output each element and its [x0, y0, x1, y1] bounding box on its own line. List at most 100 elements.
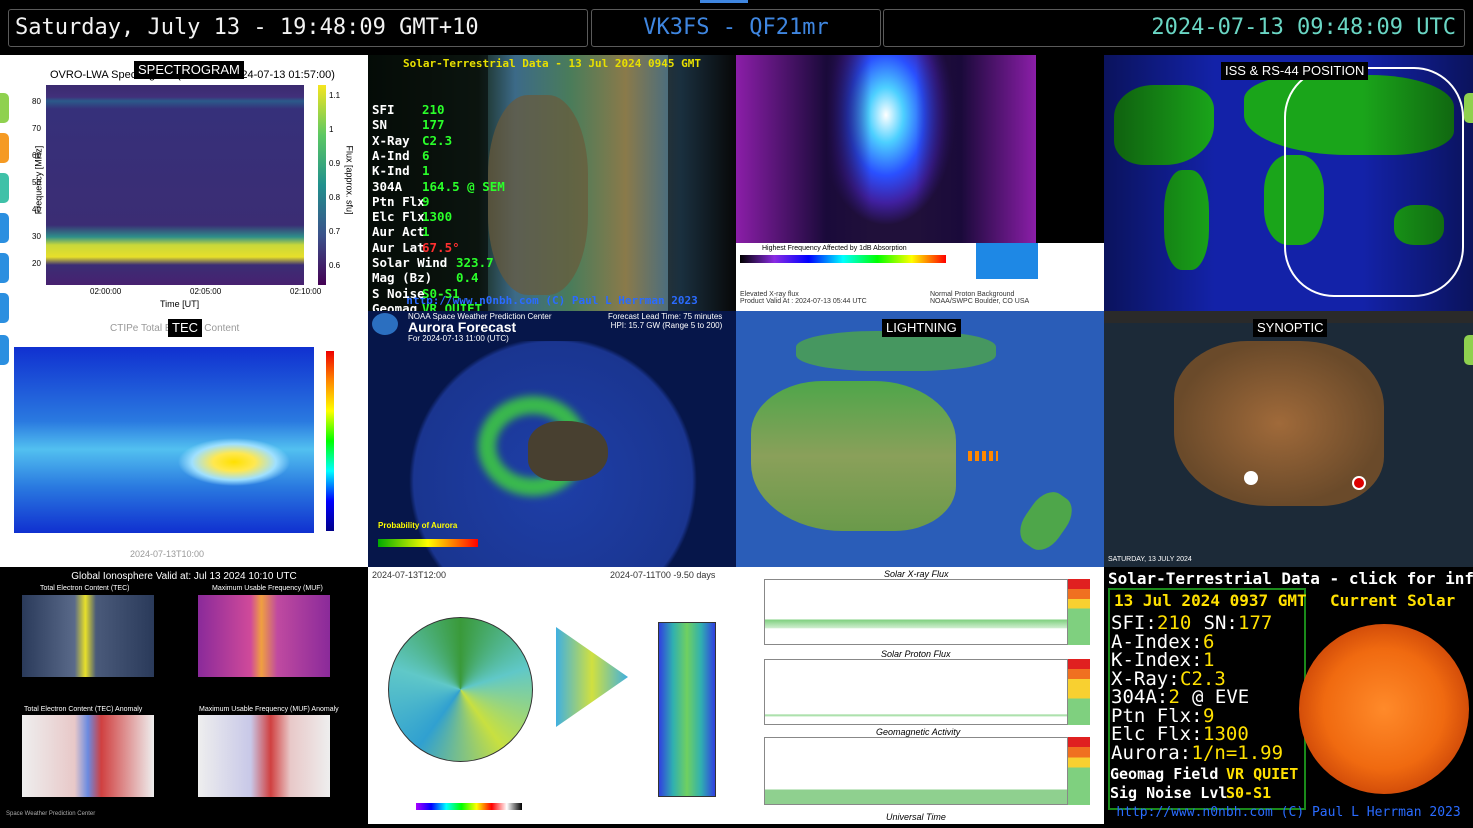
current-solar: Current Solar — [1330, 591, 1456, 610]
data-row: Ptn Flx 9 — [372, 194, 532, 209]
australia — [751, 381, 956, 531]
agency: NOAA Space Weather Prediction Center — [408, 312, 552, 321]
heliosphere-panel[interactable]: 2024-07-13T12:00 2024-07-11T00 -9.50 day… — [368, 567, 736, 824]
local-time: Saturday, July 13 - 19:48:09 GMT+10 — [8, 9, 588, 47]
data-label: Mag (Bz) — [372, 270, 433, 286]
drap-panel[interactable]: Highest Frequency Affected by 1dB Absorp… — [736, 55, 1104, 311]
iss-panel[interactable]: ISS & RS-44 POSITION — [1104, 55, 1473, 311]
aurora-title: Aurora Forecast — [408, 319, 517, 335]
ionosphere-panel[interactable]: Global Ionosphere Valid at: Jul 13 2024 … — [0, 567, 368, 824]
data-label: S Noise — [372, 285, 425, 301]
colorbar-label: Flux [approx. sfu] — [344, 145, 355, 215]
aurora-panel[interactable]: NOAA Space Weather Prediction Center Aur… — [368, 311, 736, 567]
data-label: Elc Flx — [372, 209, 425, 225]
meridian-plot — [556, 627, 628, 727]
sun-image — [1299, 624, 1469, 794]
data-value: 164.5 @ SEM — [422, 178, 505, 194]
data-label: SN — [372, 117, 388, 133]
side-tab[interactable] — [1464, 93, 1473, 123]
data-label: SN: — [1203, 612, 1238, 634]
data-label: 304A — [372, 178, 403, 194]
spectrogram-panel[interactable]: OVRO-LWA Spectrogram (start time 2024-07… — [0, 55, 368, 311]
data-row: Aur Lat 67.5° — [372, 240, 532, 255]
tec-anomaly-map — [22, 715, 154, 797]
callsign: VK3FS - QF21mr — [591, 9, 881, 47]
data-label: X-Ray — [372, 132, 410, 148]
muf-map — [198, 595, 330, 677]
map-title: Total Electron Content (TEC) Anomaly — [24, 706, 143, 713]
logo — [372, 313, 398, 335]
side-tab[interactable] — [0, 133, 9, 163]
status-value: S0-S1 — [1226, 784, 1272, 802]
panel-label: SYNOPTIC — [1253, 319, 1328, 337]
data-value: 323.7 — [456, 255, 494, 270]
data-row: SFI 210 — [372, 102, 532, 117]
data-label: Ptn Flx: — [1111, 704, 1203, 727]
panel-title: Solar-Terrestrial Data - 13 Jul 2024 094… — [402, 57, 701, 70]
chart-title: Geomagnetic Activity — [876, 727, 961, 737]
caption-left: Elevated X-ray flux Product Valid At : 2… — [740, 291, 867, 305]
side-tab[interactable] — [0, 93, 9, 123]
report-date: 13 Jul 2024 0937 GMT — [1114, 591, 1307, 610]
data-label: Aur Lat — [372, 239, 425, 255]
x-tick-label: 02:10:00 — [290, 287, 322, 296]
lightning-panel[interactable]: LIGHTNING — [736, 311, 1104, 567]
scale-bar — [1068, 737, 1090, 805]
solar-terrestrial-panel[interactable]: Solar-Terrestrial Data - click for info … — [1104, 567, 1473, 824]
data-label: Ptn Flx — [372, 193, 425, 209]
solar-data-panel[interactable]: Solar-Terrestrial Data - 13 Jul 2024 094… — [368, 55, 736, 311]
kp-plot — [764, 737, 1068, 805]
y-tick-label: 40 — [32, 205, 41, 214]
map-title: Total Electron Content (TEC) — [40, 585, 130, 592]
y-tick-label: 30 — [32, 232, 41, 241]
panel-title: Solar-Terrestrial Data - click for info — [1108, 569, 1473, 588]
lead-time: Forecast Lead Time: 75 minutes HPI: 15.7… — [608, 312, 723, 330]
side-tab[interactable] — [0, 173, 9, 203]
colorbar — [326, 351, 334, 531]
y-tick-label: 70 — [32, 124, 41, 133]
data-row: 304A 164.5 @ SEM — [372, 179, 532, 194]
scale-title: Highest Frequency Affected by 1dB Absorp… — [762, 245, 907, 252]
new-zealand — [1012, 484, 1080, 558]
tec-panel[interactable]: CTIPe Total Electron Content 2024-07-13T… — [0, 311, 368, 567]
data-label: SFI: — [1111, 612, 1157, 634]
data-row: Elc Flx 1300 — [372, 209, 532, 224]
muf-anomaly-map — [198, 715, 330, 797]
proton-plot — [764, 659, 1068, 725]
data-label: K-Ind — [372, 163, 410, 179]
side-tab[interactable] — [1464, 335, 1473, 365]
land — [1264, 155, 1324, 245]
side-tab[interactable] — [0, 293, 9, 323]
continent — [488, 95, 588, 295]
data-value: 9 — [1203, 704, 1215, 727]
data-value: 6 — [1203, 630, 1215, 653]
probability-scale — [378, 539, 478, 547]
probability-title: Probability of Aurora — [378, 521, 458, 530]
absorption-map-edge — [736, 55, 1036, 243]
data-label: Aur Act — [372, 224, 425, 240]
antarctica — [528, 421, 608, 481]
data-value: 1 — [1203, 649, 1215, 671]
altitude-plot — [1036, 55, 1104, 243]
data-label: A-Ind — [372, 147, 410, 163]
data-value: 1 — [422, 163, 430, 179]
data-value: 9 — [422, 193, 430, 209]
side-tab[interactable] — [0, 213, 9, 243]
data-value: 2 — [1168, 686, 1180, 708]
colorbar-tick-label: 0.9 — [329, 159, 341, 168]
side-tab[interactable] — [0, 253, 9, 283]
charts-panel[interactable]: Solar X-ray Flux Solar Proton Flux Geoma… — [736, 567, 1104, 824]
x-tick-label: 02:00:00 — [90, 287, 122, 296]
colorbar-tick-label: 1 — [329, 125, 334, 134]
synoptic-panel[interactable]: SATURDAY, 13 JULY 2024 SYNOPTIC — [1104, 311, 1473, 567]
side-tab[interactable] — [0, 335, 9, 365]
data-value: C2.3 — [422, 132, 453, 148]
panel-label: LIGHTNING — [882, 319, 961, 337]
data-row: Solar Wind 323.7 — [372, 255, 532, 270]
spectrogram-plot — [46, 85, 304, 285]
data-row: X-Ray C2.3 — [372, 133, 532, 148]
orbit-track — [1284, 67, 1464, 297]
header-accent — [700, 0, 748, 3]
panel-label: TEC — [168, 319, 202, 337]
